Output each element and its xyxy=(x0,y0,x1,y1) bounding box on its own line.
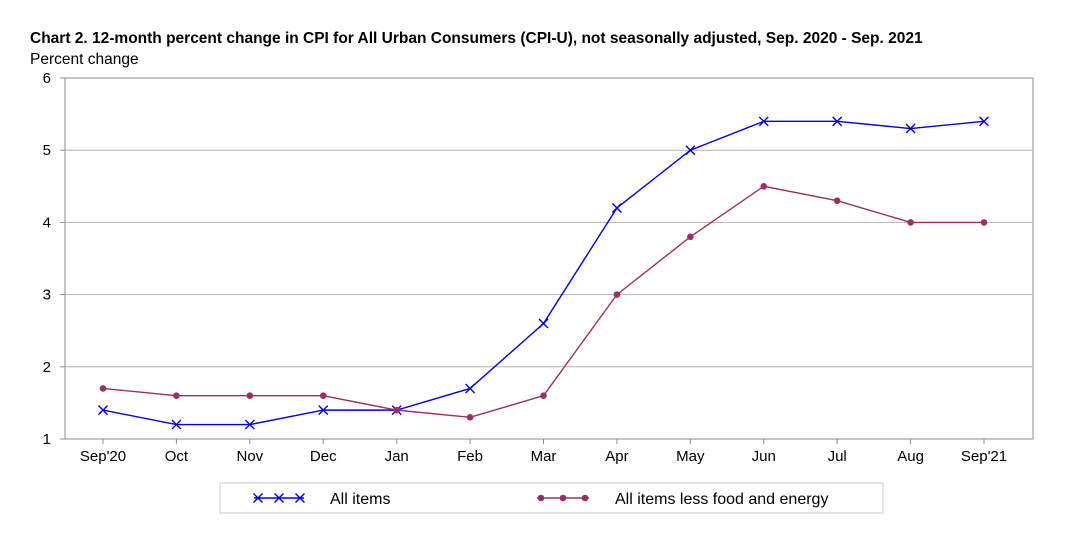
data-point-series-1 xyxy=(99,385,107,392)
x-marker-stroke xyxy=(295,493,305,503)
data-point-series-0 xyxy=(318,405,329,416)
data-point-series-0 xyxy=(832,116,843,127)
legend-marker-1 xyxy=(537,494,545,502)
x-axis: Sep'20 Oct Nov Dec Jan Feb Mar Apr May Jun Jul Aug S… xyxy=(80,439,1007,465)
y-axis-label: Percent change xyxy=(30,51,139,68)
data-point-series-0 xyxy=(98,405,108,416)
x-tick-label: Jan xyxy=(385,448,409,465)
y-tick-label: 6 xyxy=(43,70,51,87)
legend-marker-0 xyxy=(253,493,263,503)
x-marker-stroke xyxy=(318,405,329,416)
legend-marker-0 xyxy=(295,493,305,503)
x-marker-stroke xyxy=(465,383,476,394)
data-point-series-1 xyxy=(833,197,841,205)
data-point-series-1 xyxy=(246,392,254,399)
x-tick-label: Sep'21 xyxy=(961,448,1007,465)
y-tick-label: 1 xyxy=(43,431,51,448)
series-group xyxy=(98,116,989,430)
x-tick-label: Nov xyxy=(236,448,263,465)
x-tick-label: Jul xyxy=(828,448,847,465)
data-point-series-0 xyxy=(611,202,622,213)
x-marker-stroke xyxy=(905,123,916,134)
data-point-series-1 xyxy=(760,183,768,190)
x-tick-label: May xyxy=(676,448,705,465)
data-point-series-1 xyxy=(687,233,694,241)
data-point-series-0 xyxy=(685,145,696,156)
y-tick-label: 2 xyxy=(43,359,51,376)
legend-marker-1 xyxy=(559,494,567,502)
x-marker-stroke xyxy=(979,116,989,127)
data-point-series-0 xyxy=(465,383,476,394)
x-marker-stroke xyxy=(538,318,549,329)
x-tick-label: Feb xyxy=(457,448,483,465)
data-point-series-1 xyxy=(980,219,988,226)
x-tick-label: Apr xyxy=(605,448,628,465)
legend-marker-0 xyxy=(274,493,284,503)
x-tick-label: Oct xyxy=(165,448,189,465)
x-tick-label: Mar xyxy=(531,448,557,465)
legend-label-0: All items xyxy=(330,491,390,508)
x-marker-stroke xyxy=(685,145,696,156)
data-point-series-1 xyxy=(466,414,474,421)
x-marker-stroke xyxy=(171,419,182,430)
data-point-series-0 xyxy=(244,419,255,430)
data-point-series-0 xyxy=(171,419,182,430)
x-marker-stroke xyxy=(611,202,622,213)
chart-title: Chart 2. 12-month percent change in CPI … xyxy=(30,30,923,47)
x-tick-label: Jun xyxy=(752,448,776,465)
data-point-series-1 xyxy=(613,291,621,298)
legend-marker-1 xyxy=(581,494,589,502)
x-tick-label: Aug xyxy=(897,448,924,465)
y-tick-label: 4 xyxy=(43,214,51,231)
legend: All items All items less food and energy xyxy=(219,482,884,514)
x-marker-stroke xyxy=(244,419,255,430)
data-point-series-0 xyxy=(979,116,989,127)
x-marker-stroke xyxy=(758,116,769,127)
x-marker-stroke xyxy=(253,493,263,503)
data-point-series-1 xyxy=(540,392,547,399)
data-point-series-0 xyxy=(905,123,916,134)
plot-area xyxy=(64,77,1034,440)
data-point-series-0 xyxy=(758,116,769,127)
x-marker-stroke xyxy=(274,493,284,503)
x-marker-stroke xyxy=(832,116,843,127)
x-marker-stroke xyxy=(98,405,108,416)
y-axis: 1 2 3 4 5 6 xyxy=(43,70,65,448)
y-tick-label: 3 xyxy=(43,287,51,304)
legend-label-1: All items less food and energy xyxy=(615,491,828,508)
x-tick-label: Sep'20 xyxy=(80,448,126,465)
gridlines xyxy=(65,149,1033,368)
data-point-series-0 xyxy=(538,318,549,329)
y-tick-label: 5 xyxy=(43,142,51,159)
data-point-series-1 xyxy=(393,406,400,414)
data-point-series-1 xyxy=(173,392,180,399)
x-tick-label: Dec xyxy=(310,448,337,465)
data-point-series-1 xyxy=(319,392,327,399)
data-point-series-1 xyxy=(907,219,914,226)
